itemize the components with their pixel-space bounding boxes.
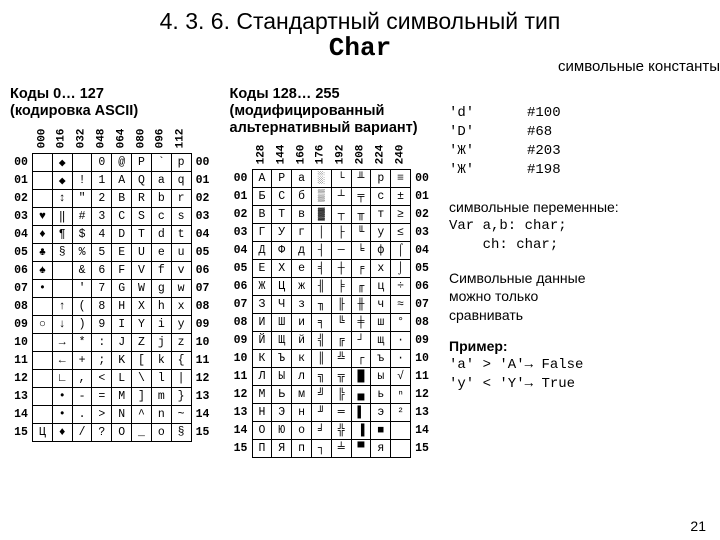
left-title: Коды 0… 127(кодировка ASCII) — [10, 86, 214, 119]
right-block: Коды 128… 255(модифицированныйальтернати… — [230, 86, 434, 458]
vars-label: символьные переменные: — [449, 198, 710, 217]
left-block: Коды 0… 127(кодировка ASCII) 00001603204… — [10, 86, 214, 458]
right-subtitle: символьные константы — [558, 58, 720, 75]
page-title: 4. 3. 6. Стандартный символьный тип Char — [10, 8, 710, 64]
title-text: 4. 3. 6. Стандартный символьный тип — [160, 8, 561, 34]
ascii-table-right: 12814416017619220822424000АРа░└╨р≡0001БС… — [230, 139, 434, 458]
right-title: Коды 128… 255(модифицированныйальтернати… — [230, 86, 434, 136]
vars-code-1: Var a,b: char; — [449, 217, 710, 236]
example-block: Пример: 'a' > 'A'→ False 'y' < 'Y'→ True — [449, 337, 710, 394]
title-mono: Char — [329, 33, 391, 63]
side-panel: 'd'#100'D'#68'Ж'#203'Ж'#198 символьные п… — [449, 86, 710, 458]
ex-line-1: 'a' > 'A'→ False — [449, 356, 710, 375]
constants-block: 'd'#100'D'#68'Ж'#203'Ж'#198 — [449, 104, 710, 180]
ascii-table-left: 00001603204806408009611200 ◆ 0@P`p0001 ◆… — [10, 123, 214, 442]
page-number: 21 — [690, 518, 706, 534]
ex-label: Пример: — [449, 337, 710, 356]
vars-block: символьные переменные: Var a,b: char; ch… — [449, 198, 710, 255]
vars-code-2: ch: char; — [449, 236, 710, 255]
main-layout: Коды 0… 127(кодировка ASCII) 00001603204… — [10, 86, 710, 458]
data-text: Символьные данныеможно толькосравнивать — [449, 269, 710, 326]
ex-line-2: 'y' < 'Y'→ True — [449, 375, 710, 394]
